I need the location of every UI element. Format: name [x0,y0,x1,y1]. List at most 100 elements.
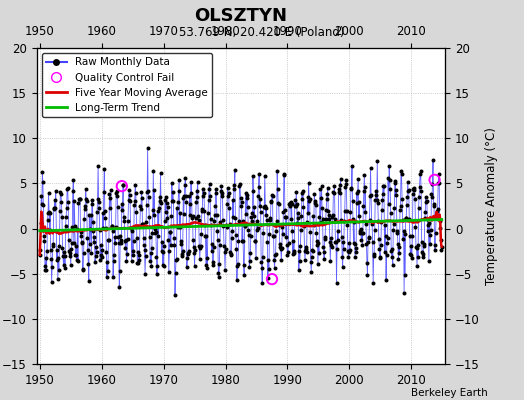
Point [435,180,443,186]
Point [422,194,430,201]
Point [221,266,229,273]
Point [58,244,67,251]
Point [388,254,396,260]
Point [343,208,351,214]
Point [353,200,362,206]
Point [398,217,407,223]
Point [249,188,258,194]
Point [282,234,290,241]
Point [278,245,286,251]
Point [382,276,390,283]
Point [57,199,66,205]
Point [260,203,268,210]
Point [206,193,214,200]
Point [342,177,351,184]
Point [180,192,189,199]
Point [347,184,356,191]
Point [292,201,301,207]
Point [164,236,172,243]
Point [367,192,375,198]
Point [108,227,117,234]
Point [288,250,297,257]
Point [258,254,267,261]
Point [384,234,392,241]
Point [186,212,194,218]
Point [158,239,166,246]
Point [195,256,204,262]
Point [302,244,310,250]
Point [243,194,251,201]
Point [59,252,67,259]
Point [345,249,353,255]
Point [187,179,195,186]
Point [305,198,313,204]
Point [224,190,233,196]
Point [298,190,306,196]
Point [204,209,212,216]
Point [203,264,211,271]
Point [381,233,390,240]
Point [52,257,61,263]
Point [215,274,223,280]
Point [385,163,394,169]
Point [106,195,115,202]
Point [356,230,365,237]
Point [423,216,432,222]
Point [160,243,168,249]
Point [40,233,48,240]
Point [94,198,103,205]
Point [381,222,389,229]
Point [117,183,126,189]
Point [117,200,126,207]
Point [342,181,350,187]
Point [97,246,106,253]
Point [87,250,95,256]
Point [256,196,264,203]
Point [81,205,89,212]
Point [168,198,177,204]
Point [276,243,285,250]
Point [249,172,257,179]
Point [254,184,263,190]
Point [302,249,311,255]
Point [327,241,335,248]
Point [116,233,125,240]
Point [51,188,60,195]
Point [244,227,253,234]
Point [112,224,120,230]
Point [210,218,219,224]
Point [384,175,392,182]
Point [172,256,181,262]
Point [277,257,286,263]
Point [269,232,278,239]
Point [372,192,380,198]
Point [209,262,217,268]
Point [323,190,331,197]
Point [370,227,379,234]
Point [349,216,357,223]
Point [91,253,100,259]
Point [232,232,240,238]
Point [424,228,432,234]
Point [323,185,332,192]
Point [386,177,394,184]
Point [138,221,147,228]
Point [414,205,423,211]
Point [42,267,51,274]
Point [201,222,209,228]
Point [362,241,370,247]
Point [344,248,352,254]
Point [78,240,86,246]
Point [259,204,268,210]
Point [55,243,63,249]
Point [361,209,369,215]
Point [354,188,362,194]
Point [144,145,152,152]
Point [351,254,359,260]
Point [236,194,245,201]
Point [394,256,402,262]
Point [100,166,108,172]
Point [241,223,249,230]
Point [392,187,400,193]
Point [301,257,309,263]
